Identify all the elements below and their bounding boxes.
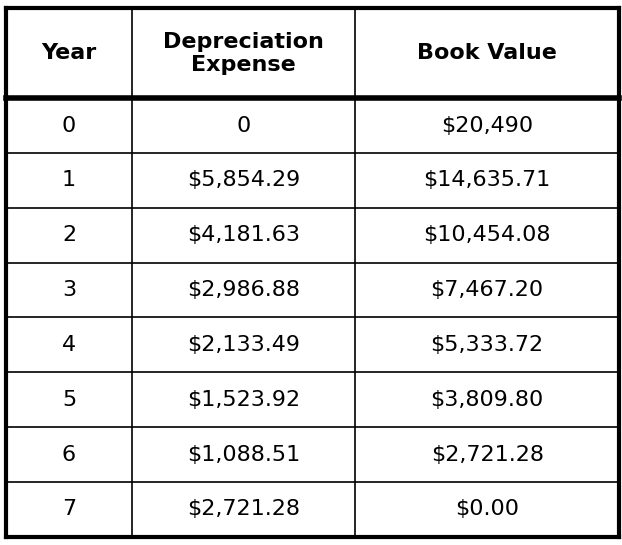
- Text: 4: 4: [62, 335, 76, 355]
- Text: 5: 5: [62, 390, 76, 410]
- Text: $2,721.28: $2,721.28: [187, 499, 300, 519]
- Text: 1: 1: [62, 171, 76, 190]
- Text: 0: 0: [236, 116, 251, 136]
- Text: 7: 7: [62, 499, 76, 519]
- Text: $1,523.92: $1,523.92: [187, 390, 300, 410]
- Text: 0: 0: [62, 116, 76, 136]
- Text: $4,181.63: $4,181.63: [187, 225, 300, 245]
- Text: $20,490: $20,490: [441, 116, 533, 136]
- Text: $10,454.08: $10,454.08: [424, 225, 551, 245]
- Text: $0.00: $0.00: [455, 499, 519, 519]
- Text: $2,986.88: $2,986.88: [187, 280, 300, 300]
- Text: $2,133.49: $2,133.49: [187, 335, 300, 355]
- Text: Depreciation
Expense: Depreciation Expense: [163, 32, 324, 75]
- Text: $3,809.80: $3,809.80: [430, 390, 544, 410]
- Text: 3: 3: [62, 280, 76, 300]
- Text: 2: 2: [62, 225, 76, 245]
- Text: $7,467.20: $7,467.20: [430, 280, 544, 300]
- Text: $5,854.29: $5,854.29: [187, 171, 300, 190]
- Text: 6: 6: [62, 445, 76, 464]
- Text: $14,635.71: $14,635.71: [424, 171, 551, 190]
- Text: $1,088.51: $1,088.51: [187, 445, 300, 464]
- Text: Book Value: Book Value: [417, 43, 557, 63]
- Text: $5,333.72: $5,333.72: [430, 335, 544, 355]
- Text: Year: Year: [42, 43, 96, 63]
- Text: $2,721.28: $2,721.28: [430, 445, 544, 464]
